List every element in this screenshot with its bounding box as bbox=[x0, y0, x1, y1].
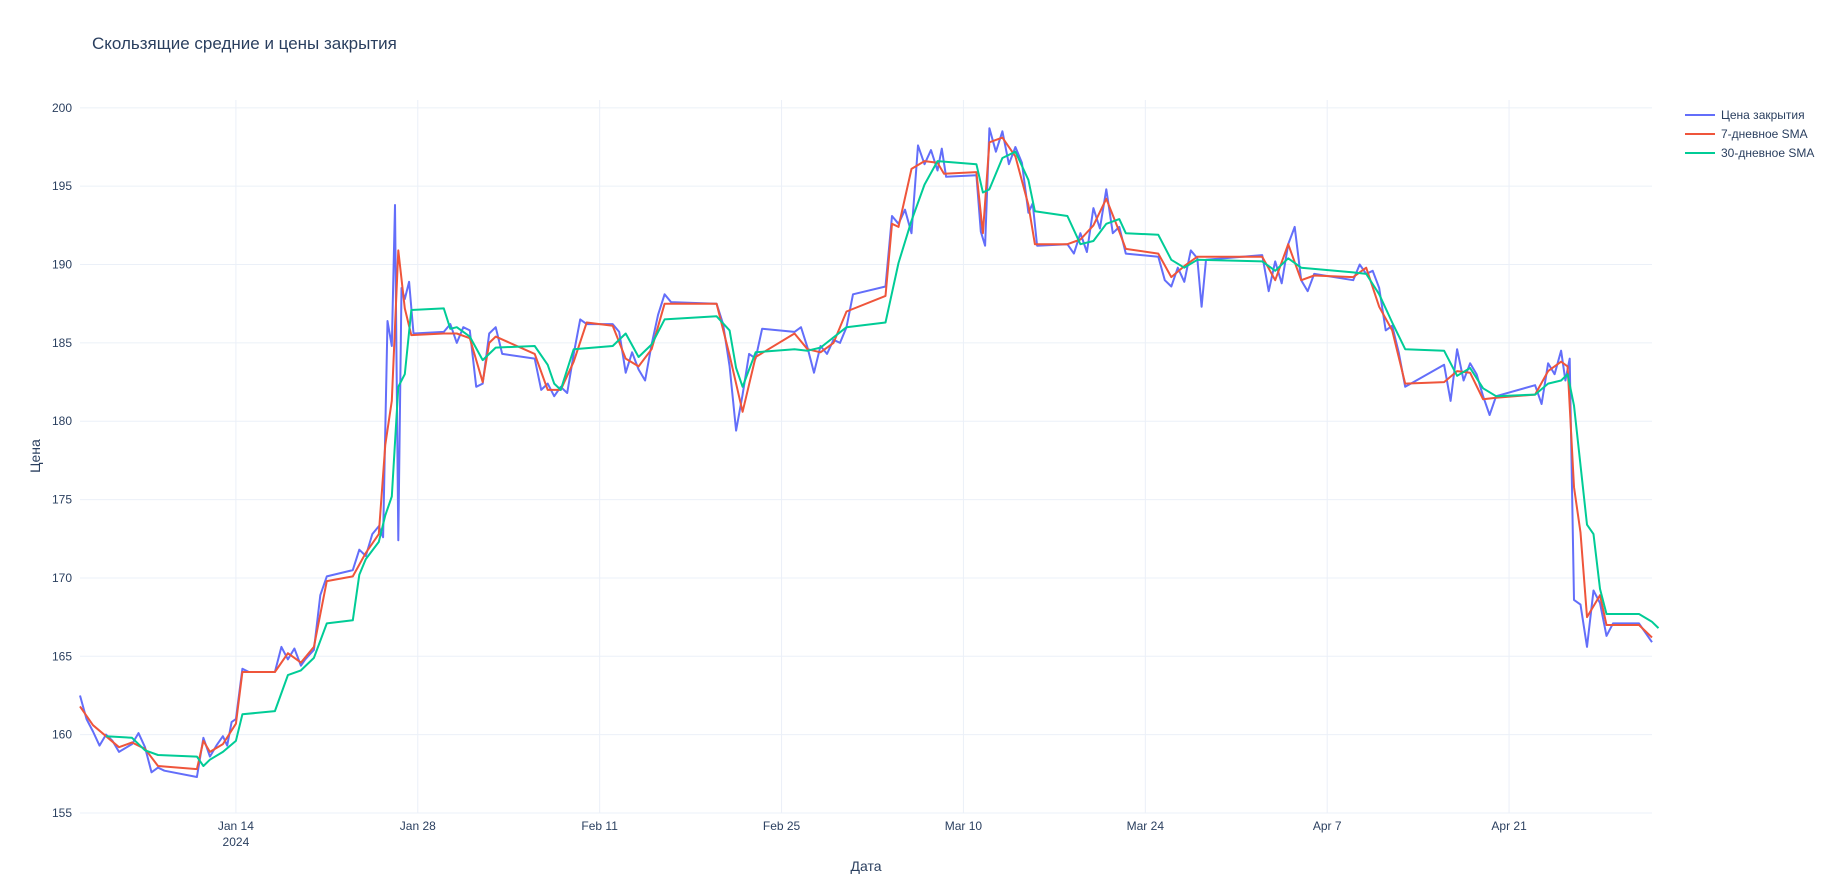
y-tick-label: 160 bbox=[52, 728, 72, 742]
y-tick-label: 185 bbox=[52, 336, 72, 350]
y-tick-label: 195 bbox=[52, 179, 72, 193]
x-tick-label: Jan 28 bbox=[400, 819, 436, 833]
y-tick-label: 170 bbox=[52, 571, 72, 585]
legend-swatch bbox=[1685, 151, 1715, 154]
x-tick-label: Feb 25 bbox=[763, 819, 801, 833]
chart-title: Скользящие средние и цены закрытия bbox=[92, 34, 397, 53]
gridlines bbox=[80, 100, 1652, 814]
legend-item-3[interactable]: 30-дневное SMA bbox=[1685, 143, 1814, 162]
x-tick-label: Apr 21 bbox=[1491, 819, 1527, 833]
legend-item-2[interactable]: 7-дневное SMA bbox=[1685, 124, 1814, 143]
series-lines bbox=[79, 127, 1660, 778]
legend-item-1[interactable]: Цена закрытия bbox=[1685, 105, 1814, 124]
y-tick-label: 200 bbox=[52, 101, 72, 115]
x-tick-label: Jan 14 bbox=[218, 819, 254, 833]
y-axis-ticks: 155 160 165 170 175 180 185 190 195 200 bbox=[52, 101, 72, 820]
series-line-1[interactable] bbox=[79, 127, 1653, 778]
y-tick-label: 155 bbox=[52, 806, 72, 820]
y-tick-label: 165 bbox=[52, 649, 72, 663]
legend: Цена закрытия 7-дневное SMA 30-дневное SMA bbox=[1685, 105, 1814, 162]
legend-swatch bbox=[1685, 113, 1715, 116]
x-tick-label: Apr 7 bbox=[1313, 819, 1342, 833]
x-tick-label: Feb 11 bbox=[581, 819, 618, 833]
legend-swatch bbox=[1685, 132, 1715, 135]
legend-label: Цена закрытия bbox=[1721, 107, 1805, 122]
x-tick-sublabel: 2024 bbox=[223, 835, 250, 849]
y-tick-label: 175 bbox=[52, 493, 72, 507]
series-line-3[interactable] bbox=[105, 150, 1660, 767]
legend-label: 7-дневное SMA bbox=[1721, 126, 1808, 141]
y-axis-title: Цена bbox=[27, 439, 43, 473]
y-tick-label: 190 bbox=[52, 258, 72, 272]
y-tick-label: 180 bbox=[52, 414, 72, 428]
x-tick-label: Mar 24 bbox=[1127, 819, 1165, 833]
x-axis-ticks: Jan 14 2024 Jan 28 Feb 11 Feb 25 Mar 10 Mar 24… bbox=[218, 819, 1527, 849]
legend-label: 30-дневное SMA bbox=[1721, 145, 1815, 160]
x-axis-title: Дата bbox=[850, 858, 881, 874]
series-line-2[interactable] bbox=[79, 136, 1653, 771]
x-tick-label: Mar 10 bbox=[945, 819, 983, 833]
